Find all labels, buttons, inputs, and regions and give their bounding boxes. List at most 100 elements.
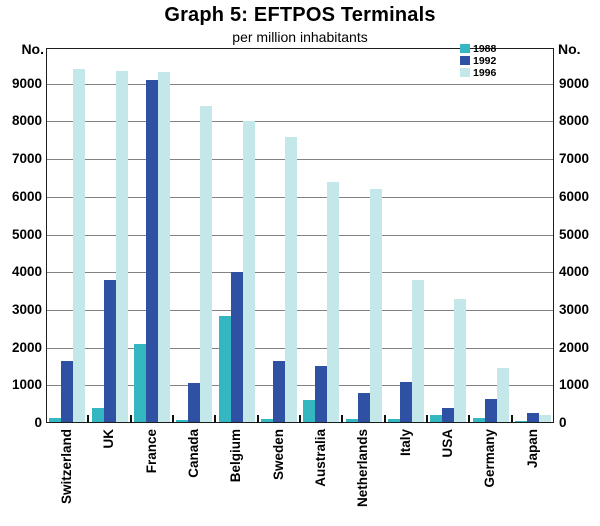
legend: 1988 1992 1996 [460,42,497,79]
chart-subtitle: per million inhabitants [232,29,368,45]
bar-belgium-1996 [242,121,255,423]
gridline-3000 [46,309,554,311]
x-axis-label-text: Italy [397,429,413,457]
bar-canada-1992 [188,383,201,423]
gridline-6000 [46,196,554,198]
y-tick-label-left-1000: 1000 [11,377,42,393]
x-axis-label-text: Canada [186,429,202,478]
y-axis-unit-right: No. [558,41,581,57]
x-axis-label-france: France [131,429,173,523]
bar-uk-1988 [91,408,104,423]
gridline-5000 [46,234,554,236]
x-axis-label-text: Netherlands [355,429,371,508]
y-tick-label-right-0: 0 [559,415,567,430]
bar-usa-1992 [442,408,455,423]
y-tick-label-right-3000: 3000 [559,301,590,317]
bar-france-1988 [133,344,146,423]
y-tick-label-right-6000: 6000 [559,188,590,204]
y-tick-label-left-4000: 4000 [11,264,42,280]
chart-title: Graph 5: EFTPOS Terminals [164,4,436,26]
legend-label-1992: 1992 [473,54,497,67]
legend-label-1996: 1996 [473,66,497,79]
bar-netherlands-1996 [369,189,382,423]
bar-netherlands-1988 [345,419,358,423]
bar-belgium-1988 [218,316,231,423]
bar-usa-1996 [454,299,467,423]
bar-australia-1996 [327,182,340,423]
bar-italy-1988 [387,419,400,423]
gridline-2000 [46,347,554,349]
y-tick-label-left-0: 0 [34,415,42,430]
y-tick-label-right-1000: 1000 [559,377,590,393]
legend-label-1988: 1988 [473,42,497,55]
x-axis-label-uk: UK [88,429,130,523]
x-axis-label-sweden: Sweden [258,429,300,523]
y-tick-label-left-2000: 2000 [11,339,42,355]
bar-usa-1988 [430,415,443,423]
y-tick-label-right-4000: 4000 [559,264,590,280]
bar-australia-1992 [315,366,328,423]
x-axis-tick [510,415,513,423]
x-axis-tick [129,415,132,423]
x-axis-tick [383,415,386,423]
y-tick-label-left-3000: 3000 [11,301,42,317]
bar-japan-1992 [526,413,539,423]
x-axis-label-text: UK [101,429,117,449]
y-tick-label-left-6000: 6000 [11,188,42,204]
bar-uk-1992 [103,280,116,423]
y-tick-label-right-7000: 7000 [559,151,590,167]
bar-switzerland-1996 [73,69,86,423]
y-tick-label-left-5000: 5000 [11,226,42,242]
bar-france-1992 [145,80,158,423]
x-axis-tick [172,415,174,423]
y-tick-label-left-8000: 8000 [11,113,42,129]
y-tick-label-left-9000: 9000 [11,75,42,91]
legend-row-1988: 1988 [460,42,497,55]
x-axis-label-italy: Italy [385,429,427,523]
y-tick-label-left-7000: 7000 [11,151,42,167]
y-tick-label-right-8000: 8000 [559,113,590,129]
y-axis-unit-left: No. [21,41,44,57]
bar-germany-1996 [496,368,509,423]
bar-canada-1988 [176,420,189,423]
x-axis-label-germany: Germany [469,429,511,523]
legend-swatch-1988 [460,44,470,53]
gridline-8000 [46,121,554,123]
x-axis-tick [341,415,344,423]
legend-row-1996: 1996 [460,66,497,79]
legend-swatch-1992 [460,56,470,65]
x-axis-label-usa: USA [427,429,469,523]
x-axis-tick [256,415,259,423]
bar-uk-1996 [115,71,128,423]
x-axis-label-text: France [143,429,159,474]
bar-canada-1996 [200,106,213,423]
x-axis-label-text: Germany [482,429,498,488]
y-tick-label-right-9000: 9000 [559,75,590,91]
bar-italy-1996 [411,280,424,423]
x-axis-label-canada: Canada [173,429,215,523]
legend-swatch-1996 [460,68,470,77]
bar-sweden-1992 [272,361,285,423]
x-axis-tick [87,415,90,423]
x-axis-label-japan: Japan [512,429,554,523]
y-tick-label-right-2000: 2000 [559,339,590,355]
bar-belgium-1992 [230,272,243,423]
bar-netherlands-1992 [357,393,370,423]
x-axis-tick [468,415,471,423]
bar-switzerland-1992 [61,361,74,423]
bar-germany-1992 [484,399,497,423]
x-axis-label-text: Belgium [228,429,244,483]
gridline-4000 [46,272,554,274]
bar-sweden-1996 [284,137,297,423]
x-axis-label-switzerland: Switzerland [46,429,88,523]
x-axis-label-text: Australia [313,429,329,487]
bar-italy-1992 [399,382,412,423]
gridline-9000 [46,83,554,85]
x-axis-label-netherlands: Netherlands [342,429,384,523]
x-axis-label-text: Sweden [270,429,286,481]
x-axis-label-text: Switzerland [59,429,75,505]
bar-germany-1988 [472,418,485,423]
bar-australia-1988 [303,400,316,423]
gridline-7000 [46,159,554,161]
x-axis-label-text: USA [440,429,456,458]
